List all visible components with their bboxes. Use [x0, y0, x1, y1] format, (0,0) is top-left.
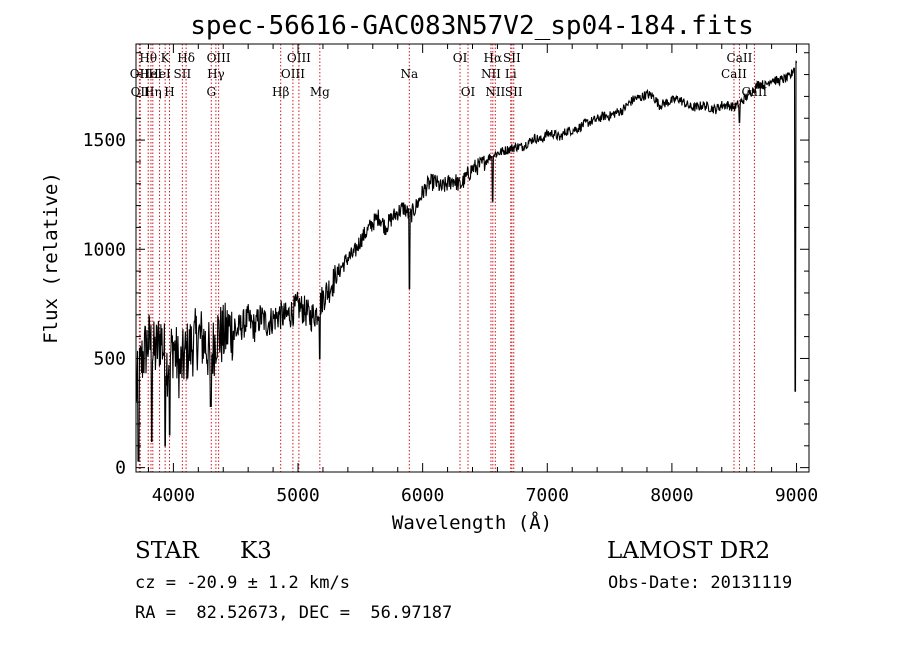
x-tick-label: 6000: [401, 485, 444, 506]
x-tick-label: 7000: [526, 485, 569, 506]
observation-date: Obs-Date: 20131119: [608, 573, 793, 593]
line-marker-label: OIII: [207, 51, 231, 65]
x-tick-label: 5000: [276, 485, 319, 506]
line-marker-label: HeI: [140, 67, 163, 81]
line-marker-label: Mg: [310, 85, 330, 99]
y-tick-label: 1500: [83, 130, 126, 151]
y-axis-label: Flux (relative): [40, 172, 62, 344]
line-marker-label: OI: [453, 51, 468, 65]
line-marker-label: SII: [503, 51, 521, 65]
line-marker-label: Hθ: [139, 51, 157, 65]
line-marker-label: CaII: [727, 51, 753, 65]
line-marker-labels: OIIOIIHθHeIHηHeIKHSIIHδGHγOIIIHβOIIIOIII…: [130, 51, 768, 99]
line-markers: [138, 44, 755, 472]
line-marker-label: Hδ: [177, 51, 195, 65]
redshift-velocity: cz = -20.9 ± 1.2 km/s: [135, 573, 350, 593]
x-axis-ticks: 4000 5000 6000 7000 8000 9000: [147, 44, 818, 506]
line-marker-label: Hη: [144, 85, 162, 99]
line-marker-label: G: [206, 85, 216, 99]
line-marker-label: NII: [485, 85, 505, 99]
line-marker-label: OII: [131, 85, 151, 99]
line-marker-label: OI: [461, 85, 476, 99]
object-class: STAR: [135, 538, 199, 564]
x-tick-label: 9000: [775, 485, 818, 506]
y-tick-label: 1000: [83, 239, 126, 260]
y-axis-ticks: 0 500 1000 1500: [83, 52, 809, 479]
line-marker-label: H: [164, 85, 174, 99]
chart-title: spec-56616-GAC083N57V2_sp04-184.fits: [190, 11, 754, 41]
object-subclass: K3: [240, 538, 272, 564]
line-marker-label: Li: [505, 67, 517, 81]
line-marker-label: K: [161, 51, 171, 65]
x-tick-label: 8000: [650, 485, 693, 506]
line-marker-label: OII: [130, 67, 150, 81]
line-marker-label: Hα: [484, 51, 503, 65]
line-marker-label: HeI: [148, 67, 171, 81]
line-marker-label: Hβ: [272, 85, 289, 99]
spectrum-plot: spec-56616-GAC083N57V2_sp04-184.fits OII…: [40, 11, 818, 534]
y-tick-label: 0: [115, 458, 126, 479]
line-marker-label: SII: [505, 85, 523, 99]
x-axis-label: Wavelength (Å): [392, 511, 552, 534]
coordinates: RA = 82.52673, DEC = 56.97187: [135, 603, 453, 623]
x-tick-label: 4000: [152, 485, 195, 506]
line-marker-label: NII: [481, 67, 501, 81]
line-marker-label: OIII: [287, 51, 311, 65]
y-tick-label: 500: [93, 348, 126, 369]
line-marker-label: Hγ: [207, 67, 225, 81]
line-marker-label: SII: [174, 67, 192, 81]
line-marker-label: Na: [400, 67, 418, 81]
spectrum-line: [135, 60, 798, 462]
line-marker-label: CaII: [721, 67, 747, 81]
survey-name: LAMOST DR2: [607, 538, 771, 564]
line-marker-label: OIII: [281, 67, 305, 81]
